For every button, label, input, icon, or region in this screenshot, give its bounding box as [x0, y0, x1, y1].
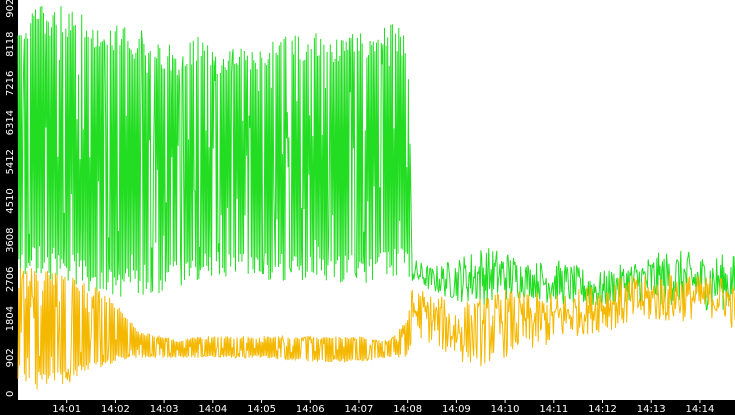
x-tick-label: 14:03 — [150, 404, 179, 415]
x-axis-ticks: 14:01 14:02 14:03 14:04 14:05 14:06 14:07 14:08… — [52, 400, 714, 415]
x-tick-label: 14:08 — [393, 404, 422, 415]
y-tick-label: 8118 — [5, 31, 16, 56]
y-axis-ticks: 0 902 1804 2706 3608 4510 5412 6314 7216 8118 9021 — [5, 0, 16, 397]
x-tick-label: 14:13 — [637, 404, 666, 415]
y-tick-label: 902 — [5, 348, 16, 367]
x-tick-label: 14:06 — [296, 404, 325, 415]
x-tick-label: 14:05 — [247, 404, 276, 415]
x-tick-label: 14:09 — [442, 404, 471, 415]
x-tick-label: 14:02 — [101, 404, 130, 415]
x-tick-label: 14:10 — [491, 404, 520, 415]
x-tick-label: 14:12 — [588, 404, 617, 415]
x-tick-label: 14:01 — [52, 404, 81, 415]
y-tick-label: 1804 — [5, 306, 16, 331]
x-axis-band — [0, 400, 735, 415]
x-tick-label: 14:11 — [539, 404, 568, 415]
y-tick-label: 2706 — [5, 267, 16, 292]
series-line-2 — [17, 268, 735, 390]
x-tick-label: 14:04 — [198, 404, 227, 415]
y-tick-label: 6314 — [5, 110, 16, 135]
y-axis-band — [0, 0, 18, 400]
x-tick-label: 14:14 — [686, 404, 715, 415]
y-tick-label: 3608 — [5, 227, 16, 252]
series-layer — [17, 6, 735, 390]
y-tick-label: 4510 — [5, 188, 16, 213]
x-tick-label: 14:07 — [345, 404, 374, 415]
y-tick-label: 5412 — [5, 149, 16, 174]
y-tick-label: 9021 — [5, 0, 16, 18]
y-tick-label: 0 — [5, 391, 16, 397]
y-tick-label: 7216 — [5, 71, 16, 96]
